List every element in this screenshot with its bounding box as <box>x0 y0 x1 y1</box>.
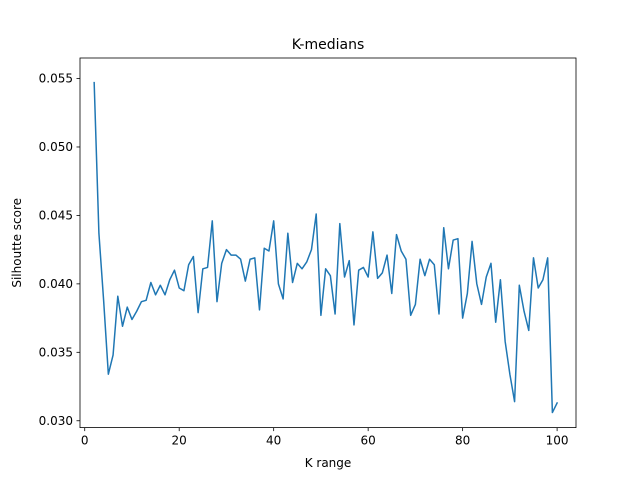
series-line <box>93 81 559 414</box>
y-tick-label: 0.035 <box>39 346 73 360</box>
y-tick-label: 0.050 <box>39 140 73 154</box>
y-axis-label: Silhoutte score <box>10 198 24 288</box>
x-tick-label: 60 <box>361 434 376 448</box>
y-tick-label: 0.045 <box>39 209 73 223</box>
x-tick-label: 80 <box>455 434 470 448</box>
plot-frame <box>79 57 577 429</box>
plot-area <box>80 58 576 428</box>
y-tick-label: 0.040 <box>39 277 73 291</box>
x-tick-label: 0 <box>81 434 89 448</box>
x-tick-label: 20 <box>172 434 187 448</box>
chart-title: K-medians <box>292 37 365 53</box>
x-tick-label: 40 <box>266 434 281 448</box>
x-axis: 0 20 40 60 80 100 <box>81 427 569 448</box>
x-tick-label: 100 <box>546 434 569 448</box>
y-axis: 0.030 0.035 0.040 0.045 0.050 0.055 <box>39 72 80 428</box>
y-tick-label: 0.030 <box>39 414 73 428</box>
y-tick-label: 0.055 <box>39 72 73 86</box>
x-axis-label: K range <box>305 456 352 470</box>
